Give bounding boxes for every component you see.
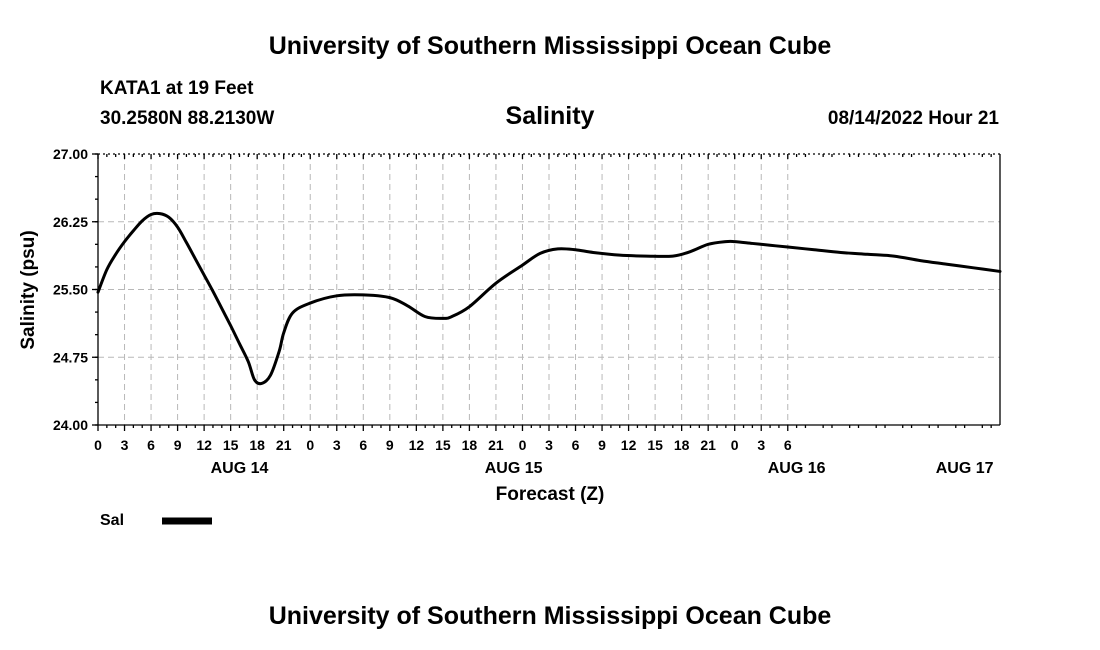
x-tick-label: 3	[545, 437, 553, 453]
x-tick-label: 0	[306, 437, 314, 453]
x-tick-label: 6	[147, 437, 155, 453]
x-tick-label: 3	[121, 437, 129, 453]
y-tick-label: 25.50	[53, 282, 88, 298]
x-tick-label: 12	[196, 437, 212, 453]
x-tick-label: 12	[409, 437, 425, 453]
x-tick-label: 3	[757, 437, 765, 453]
station-label: KATA1 at 19 Feet	[100, 78, 254, 99]
day-label: AUG 16	[768, 460, 826, 477]
legend-label: Sal	[100, 512, 124, 529]
x-tick-label: 0	[731, 437, 739, 453]
x-tick-label: 0	[94, 437, 102, 453]
forecast-datetime: 08/14/2022 Hour 21	[828, 108, 1000, 129]
station-coords: 30.2580N 88.2130W	[100, 108, 274, 129]
y-axis-title: Salinity (psu)	[18, 230, 39, 349]
x-tick-label: 21	[700, 437, 716, 453]
x-tick-label: 6	[572, 437, 580, 453]
day-label: AUG 15	[485, 460, 543, 477]
page-title: University of Southern Mississippi Ocean…	[269, 32, 832, 60]
x-tick-label: 18	[249, 437, 265, 453]
axis-ticks	[92, 153, 992, 431]
x-tick-label: 15	[435, 437, 451, 453]
salinity-series-line	[96, 211, 1002, 386]
axis-labels: 24.00 24.75 25.50 26.25 27.00 0 3 6 9 12 15 18 21 0 3 6…	[53, 146, 994, 477]
chart-title: Salinity	[506, 102, 595, 130]
x-tick-label: 6	[359, 437, 367, 453]
x-tick-label: 15	[647, 437, 663, 453]
x-tick-label: 15	[223, 437, 239, 453]
day-label: AUG 14	[211, 460, 269, 477]
y-tick-label: 24.75	[53, 349, 88, 365]
x-tick-label: 6	[784, 437, 792, 453]
x-tick-label: 18	[674, 437, 690, 453]
x-tick-label: 21	[276, 437, 292, 453]
series-layer	[96, 211, 1002, 386]
y-tick-label: 26.25	[53, 214, 88, 230]
day-label: AUG 17	[936, 460, 994, 477]
x-tick-label: 18	[462, 437, 478, 453]
x-tick-label: 0	[519, 437, 527, 453]
legend: Sal	[100, 512, 212, 529]
x-tick-label: 9	[598, 437, 606, 453]
gridlines	[98, 154, 1000, 425]
x-axis-title: Forecast (Z)	[496, 484, 605, 505]
y-tick-label: 24.00	[53, 417, 88, 433]
footer-title: University of Southern Mississippi Ocean…	[269, 602, 832, 630]
x-tick-label: 12	[621, 437, 637, 453]
y-tick-label: 27.00	[53, 146, 88, 162]
x-tick-label: 9	[174, 437, 182, 453]
x-tick-label: 3	[333, 437, 341, 453]
x-tick-label: 9	[386, 437, 394, 453]
x-tick-label: 21	[488, 437, 504, 453]
